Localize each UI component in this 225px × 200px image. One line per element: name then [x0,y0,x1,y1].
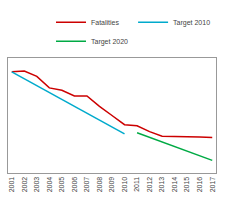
svg-text:2014: 2014 [171,177,178,193]
svg-text:2011: 2011 [133,177,140,192]
svg-text:Target 2020: Target 2020 [91,38,128,46]
svg-text:2013: 2013 [158,177,165,193]
svg-text:2015: 2015 [183,177,190,193]
svg-text:2005: 2005 [58,177,65,193]
svg-text:2008: 2008 [96,177,103,193]
svg-text:2001: 2001 [8,177,15,193]
svg-text:2009: 2009 [108,177,115,193]
svg-text:2003: 2003 [33,177,40,193]
svg-text:2016: 2016 [196,177,203,193]
svg-text:2012: 2012 [146,177,153,193]
svg-text:2017: 2017 [209,177,216,193]
svg-text:2007: 2007 [83,177,90,193]
svg-text:2002: 2002 [21,177,28,193]
svg-text:2004: 2004 [46,177,53,193]
svg-text:2006: 2006 [71,177,78,193]
svg-text:Target 2010: Target 2010 [173,19,210,27]
svg-text:Fatalities: Fatalities [91,19,120,26]
svg-text:2010: 2010 [121,177,128,193]
